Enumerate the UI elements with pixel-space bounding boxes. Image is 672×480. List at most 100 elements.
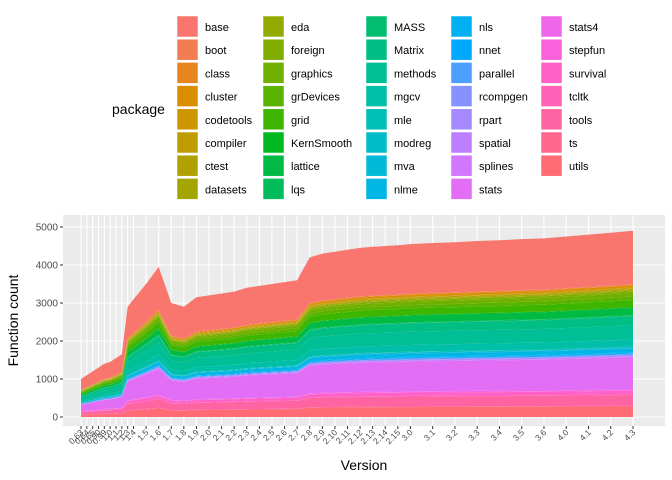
legend-key-mgcv — [365, 85, 388, 107]
legend-label-nlme: nlme — [394, 184, 418, 196]
legend-key-stats4 — [540, 15, 563, 38]
legend-key-grid — [262, 108, 285, 131]
area-base — [81, 230, 633, 390]
area-ts — [81, 405, 633, 415]
legend-label-stepfun: stepfun — [569, 45, 605, 57]
legend-label-eda: eda — [291, 22, 310, 34]
y-axis: 0 1000 2000 3000 4000 5000 — [36, 223, 63, 424]
legend-key-eda — [262, 15, 285, 38]
y-tick-label: 4000 — [36, 261, 59, 272]
legend-key-spatial — [450, 131, 473, 154]
legend-label-lqs: lqs — [291, 184, 306, 196]
legend-label-methods: methods — [394, 68, 437, 80]
area-nlme — [81, 348, 633, 404]
x-tick-label: 3.5 — [511, 427, 527, 443]
area-survival — [81, 390, 633, 413]
legend-key-ts — [540, 131, 563, 154]
legend-label-modreg: modreg — [394, 138, 431, 150]
legend-label-mgcv: mgcv — [394, 92, 421, 104]
legend-title: package — [112, 101, 165, 117]
legend-key-kernsmooth — [262, 131, 285, 154]
legend-key-survival — [540, 62, 563, 84]
legend: package base boot class cluster codetools com… — [112, 15, 606, 200]
legend-label-parallel: parallel — [479, 68, 514, 80]
area-tools — [81, 394, 633, 415]
legend-label-survival: survival — [569, 68, 606, 80]
legend-label-nnet: nnet — [479, 45, 500, 57]
legend-key-tcltk — [540, 85, 563, 107]
legend-key-stats — [450, 178, 473, 200]
legend-label-compiler: compiler — [205, 138, 247, 150]
x-tick-label: 3.0 — [399, 427, 415, 443]
x-tick-label: 4.1 — [577, 427, 593, 443]
legend-label-foreign: foreign — [291, 45, 325, 57]
x-tick-label: 3.6 — [533, 427, 549, 443]
legend-label-datasets: datasets — [205, 184, 247, 196]
legend-label-stats: stats — [479, 184, 503, 196]
legend-key-datasets — [176, 178, 199, 200]
legend-key-codetools — [176, 108, 199, 131]
legend-key-parallel — [450, 62, 473, 84]
x-tick-label: 3.4 — [488, 427, 504, 443]
x-tick-label: 3.1 — [422, 427, 438, 443]
legend-label-codetools: codetools — [205, 115, 253, 127]
y-tick-label: 1000 — [36, 375, 59, 386]
area-matrix — [81, 316, 633, 399]
legend-label-class: class — [205, 68, 231, 80]
x-tick-label: 3.3 — [466, 427, 482, 443]
legend-key-nnet — [450, 38, 473, 61]
legend-label-spatial: spatial — [479, 138, 511, 150]
legend-key-rpart — [450, 108, 473, 131]
area-methods — [81, 325, 633, 402]
legend-key-mle — [365, 108, 388, 131]
y-tick-label: 3000 — [36, 299, 59, 310]
area-mgcv — [81, 339, 633, 403]
legend-key-matrix — [365, 38, 388, 61]
stacked-areas — [81, 230, 633, 417]
legend-label-splines: splines — [479, 161, 514, 173]
y-tick-label: 5000 — [36, 223, 59, 234]
legend-key-cluster — [176, 85, 199, 107]
legend-label-grdevices: grDevices — [291, 92, 340, 104]
legend-label-nls: nls — [479, 22, 494, 34]
legend-label-ts: ts — [569, 138, 578, 150]
area-stats — [81, 357, 633, 412]
x-tick-label: 3.2 — [444, 427, 460, 443]
legend-label-mle: mle — [394, 115, 412, 127]
legend-key-boot — [176, 38, 199, 61]
legend-key-splines — [450, 154, 473, 177]
legend-key-modreg — [365, 131, 388, 154]
x-axis: 0.630.640.650.900.991.01.11.21.31.41.51.… — [67, 426, 638, 446]
legend-label-tools: tools — [569, 115, 593, 127]
legend-key-mva — [365, 154, 388, 177]
legend-key-nlme — [365, 178, 388, 200]
legend-label-graphics: graphics — [291, 68, 333, 80]
legend-key-lqs — [262, 178, 285, 200]
legend-key-mass — [365, 15, 388, 38]
legend-key-ctest — [176, 154, 199, 177]
legend-key-stepfun — [540, 38, 563, 61]
legend-label-rcompgen: rcompgen — [479, 92, 528, 104]
y-tick-label: 2000 — [36, 337, 59, 348]
legend-label-mva: mva — [394, 161, 416, 173]
legend-label-cluster: cluster — [205, 92, 238, 104]
legend-key-rcompgen — [450, 85, 473, 107]
x-tick-label: 4.0 — [555, 427, 571, 443]
legend-key-class — [176, 62, 199, 84]
legend-key-grdevices — [262, 85, 285, 107]
legend-label-stats4: stats4 — [569, 22, 598, 34]
legend-key-compiler — [176, 131, 199, 154]
legend-key-base — [176, 15, 199, 38]
legend-label-grid: grid — [291, 115, 309, 127]
legend-label-base: base — [205, 22, 229, 34]
legend-key-tools — [540, 108, 563, 131]
x-tick-label: 4.2 — [600, 427, 616, 443]
legend-label-boot: boot — [205, 45, 226, 57]
y-tick-label: 0 — [52, 413, 58, 424]
legend-key-foreign — [262, 38, 285, 61]
legend-label-ctest: ctest — [205, 161, 228, 173]
area-lattice — [81, 307, 633, 397]
legend-key-methods — [365, 62, 388, 84]
x-axis-title: Version — [341, 457, 388, 473]
legend-label-tcltk: tcltk — [569, 92, 589, 104]
